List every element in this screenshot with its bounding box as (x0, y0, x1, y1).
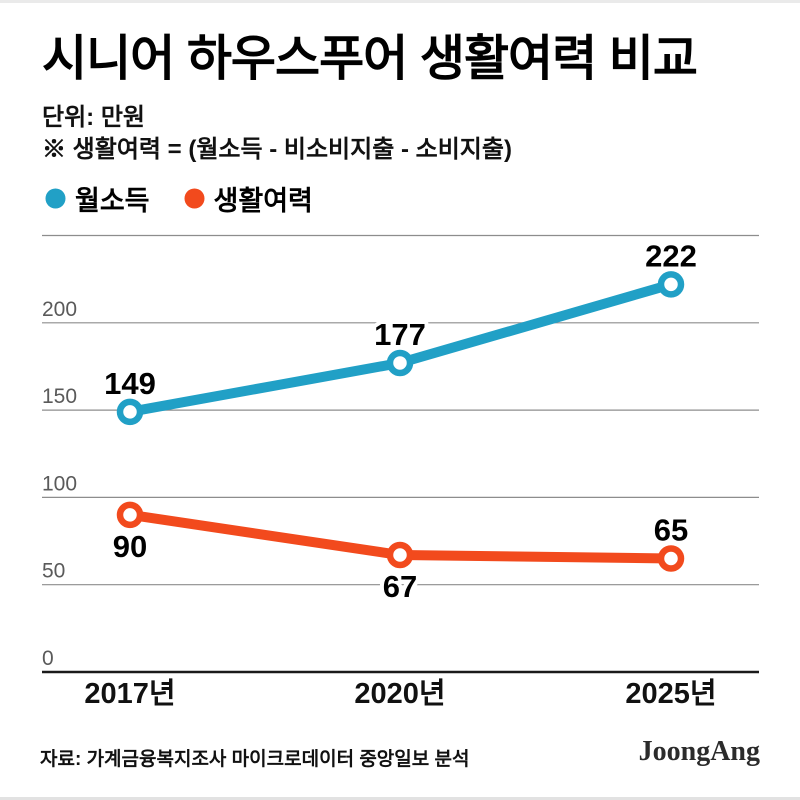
y-tick-label: 150 (42, 385, 77, 408)
bottom-edge-artifact (0, 797, 800, 800)
data-label-1-1: 67 (383, 569, 417, 604)
data-point-1-1 (386, 541, 414, 569)
data-point-0-1 (386, 349, 414, 377)
legend-item-income: 월소득 (45, 179, 150, 218)
data-label-1-0: 90 (113, 529, 147, 564)
x-axis-label: 2017년 (84, 677, 175, 710)
legend-dot-income-icon (45, 188, 66, 209)
data-label-0-0: 149 (104, 366, 156, 401)
data-point-0-2 (657, 271, 685, 298)
legend-label-margin: 생활여력 (213, 186, 313, 216)
y-tick-label: 200 (42, 298, 77, 321)
joongang-logo: JoongAng (638, 736, 760, 767)
y-tick-label: 100 (42, 472, 77, 495)
legend: 월소득 생활여력 (45, 179, 313, 218)
data-label-0-2: 222 (645, 238, 697, 273)
data-point-1-0 (116, 501, 144, 529)
data-point-1-2 (657, 545, 685, 572)
legend-label-income: 월소득 (75, 186, 150, 216)
top-edge-artifact (0, 0, 800, 3)
chart-title: 시니어 하우스푸어 생활여력 비교 (42, 32, 698, 86)
data-label-0-1: 177 (374, 317, 426, 352)
x-axis-label: 2020년 (354, 677, 445, 710)
data-label-1-2: 65 (654, 513, 688, 548)
y-tick-label: 0 (42, 647, 54, 670)
y-tick-label: 50 (42, 560, 65, 583)
data-point-0-0 (116, 398, 144, 426)
formula-note: ※ 생활여력 = (월소득 - 비소비지출 - 소비지출) (42, 136, 512, 163)
x-axis-label: 2025년 (625, 677, 716, 710)
legend-dot-margin-icon (184, 188, 205, 209)
legend-item-margin: 생활여력 (184, 179, 313, 218)
source-note: 자료: 가계금융복지조사 마이크로데이터 중앙일보 분석 (40, 749, 470, 770)
unit-label: 단위: 만원 (42, 104, 145, 131)
